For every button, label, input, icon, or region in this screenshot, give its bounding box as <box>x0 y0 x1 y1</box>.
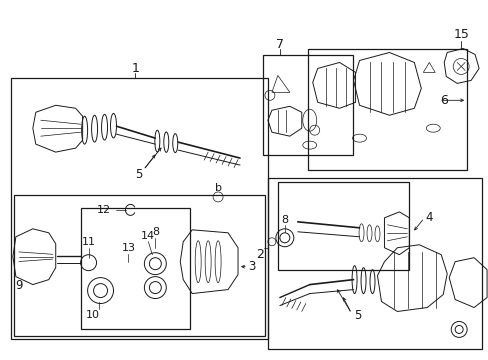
Text: 8: 8 <box>281 215 288 225</box>
Bar <box>263 55 352 155</box>
Bar <box>14 195 264 336</box>
Text: 5: 5 <box>353 309 361 322</box>
Text: 10: 10 <box>85 310 100 320</box>
Text: 4: 4 <box>425 211 432 224</box>
Bar <box>277 182 408 270</box>
Text: 13: 13 <box>121 243 135 253</box>
Text: 3: 3 <box>248 260 255 273</box>
Text: 12: 12 <box>96 205 110 215</box>
Text: 7: 7 <box>275 38 283 51</box>
Bar <box>267 178 481 349</box>
Text: 2: 2 <box>256 248 264 261</box>
Text: b: b <box>214 183 221 193</box>
Bar <box>81 208 190 329</box>
Text: 8: 8 <box>151 227 159 237</box>
Bar <box>11 78 267 339</box>
Text: 5: 5 <box>135 167 142 180</box>
Text: 15: 15 <box>452 28 468 41</box>
Bar <box>307 49 466 170</box>
Text: 6: 6 <box>439 94 447 107</box>
Text: 1: 1 <box>131 62 139 75</box>
Text: 9: 9 <box>15 279 22 292</box>
Text: 14: 14 <box>141 231 155 241</box>
Text: 11: 11 <box>81 237 96 247</box>
